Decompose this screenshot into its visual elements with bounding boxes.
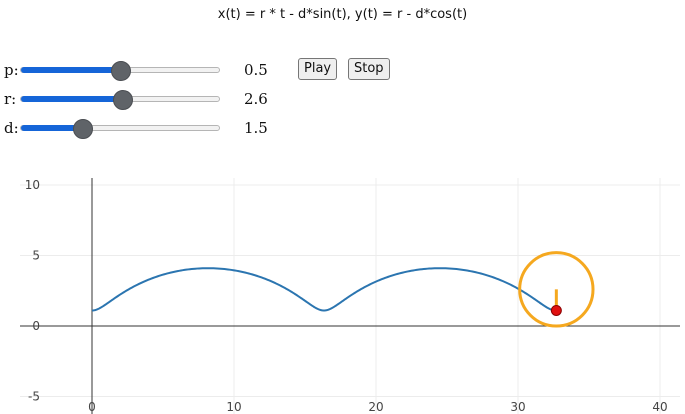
slider-p-value: 0.5 <box>244 61 268 79</box>
grid-layer <box>20 178 680 414</box>
slider-d-row: d: 1.5 <box>0 118 280 139</box>
x-tick-label: 0 <box>88 400 96 414</box>
y-tick-label: -5 <box>28 390 40 404</box>
x-tick-label: 20 <box>368 400 383 414</box>
slider-d-fill <box>21 125 83 131</box>
rolling-circle <box>518 251 595 328</box>
slider-r[interactable] <box>20 90 220 110</box>
cycloid-curve <box>91 267 557 312</box>
y-tick-label: 0 <box>32 319 40 333</box>
slider-r-value: 2.6 <box>244 90 268 108</box>
slider-d-thumb[interactable] <box>73 119 93 139</box>
x-tick-label: 40 <box>652 400 667 414</box>
slider-r-thumb[interactable] <box>113 90 133 110</box>
slider-p-row: p: 0.5 <box>0 60 280 81</box>
slider-p-label: p: <box>4 61 19 79</box>
x-tick-label: 10 <box>226 400 241 414</box>
slider-d-value: 1.5 <box>244 119 268 137</box>
slider-r-label: r: <box>4 90 17 108</box>
slider-p-thumb[interactable] <box>111 61 131 81</box>
y-tick-label: 5 <box>32 249 40 263</box>
slider-d-label: d: <box>4 119 19 137</box>
tracer-point <box>550 304 562 316</box>
axis-layer <box>20 178 680 414</box>
tick-label-layer: 0 10 20 30 40 -5 0 5 10 <box>25 178 668 414</box>
stop-button[interactable]: Stop <box>348 58 390 80</box>
play-button[interactable]: Play <box>298 58 338 80</box>
x-tick-label: 30 <box>510 400 525 414</box>
slider-r-row: r: 2.6 <box>0 89 280 110</box>
slider-p-fill <box>21 67 121 73</box>
y-tick-label: 10 <box>25 178 40 192</box>
slider-p[interactable] <box>20 61 220 81</box>
formula-title: x(t) = r * t - d*sin(t), y(t) = r - d*co… <box>217 7 468 22</box>
slider-r-fill <box>21 96 123 102</box>
slider-d[interactable] <box>20 119 220 139</box>
